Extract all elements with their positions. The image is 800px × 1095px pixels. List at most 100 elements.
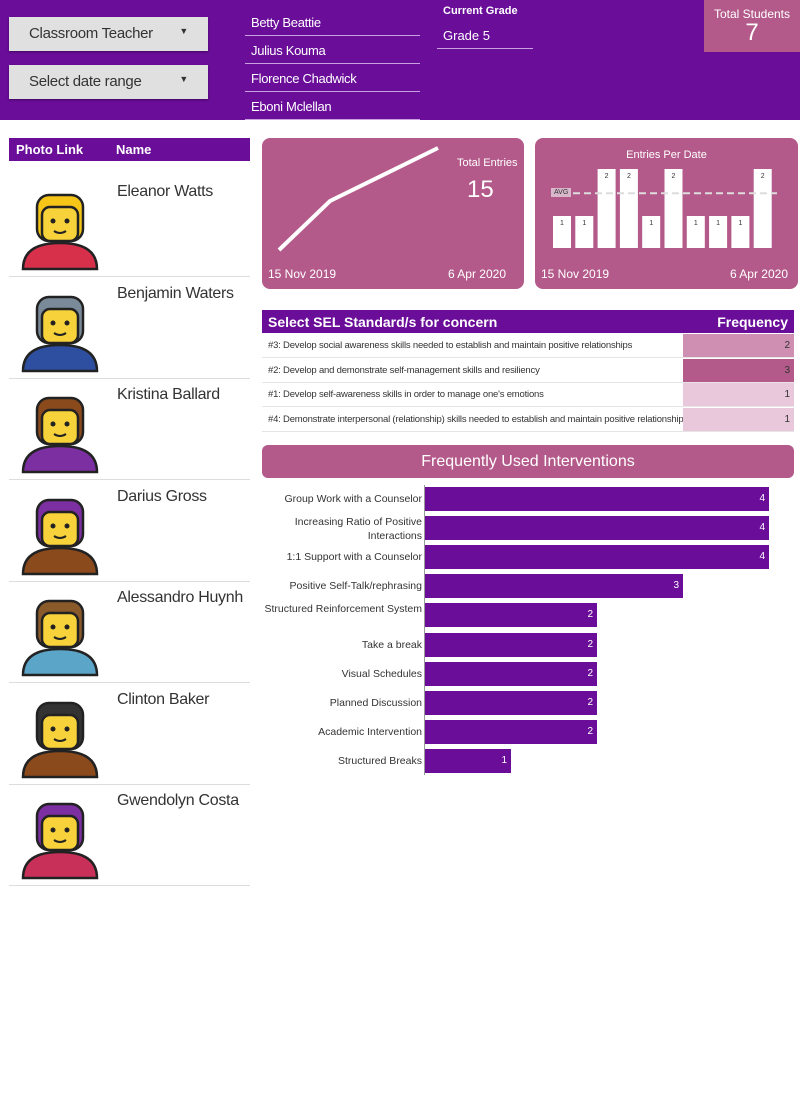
avg-label: AVG (551, 188, 572, 197)
sel-frequency: 2 (683, 334, 794, 357)
bar-label: 2 (605, 173, 609, 180)
start-date: 15 Nov 2019 (541, 267, 610, 281)
sel-row[interactable]: #4: Demonstrate interpersonal (relations… (262, 407, 794, 432)
intervention-bar: 4 (425, 487, 769, 511)
intervention-label: Structured Breaks (337, 754, 422, 767)
intervention-label: Group Work with a Counselor (284, 493, 422, 505)
intervention-label: Increasing Ratio of Positive Interaction… (294, 516, 422, 543)
intervention-label: Structured Reinforcement System (264, 603, 422, 616)
intervention-bar: 2 (425, 661, 597, 686)
student-avatar-icon (21, 701, 99, 778)
student-avatar-icon (21, 802, 99, 880)
bar-label: 1 (649, 220, 653, 227)
teacher-dropdown-label: Classroom Teacher (29, 25, 153, 42)
bar-label: 1 (560, 220, 564, 227)
sel-table-header: Select SEL Standard/s for concern Freque… (262, 310, 794, 333)
start-date: 15 Nov 2019 (268, 267, 337, 281)
intervention-label: Visual Schedules (341, 667, 422, 680)
sel-standard-text: #3: Develop social awareness skills need… (268, 340, 633, 351)
student-row[interactable]: Gwendolyn Costa (9, 784, 250, 886)
bar-label: 1 (716, 220, 720, 227)
student-row[interactable]: Alessandro Huynh (9, 581, 250, 683)
frequency-header: Frequency (717, 314, 788, 330)
sel-row[interactable]: #1: Develop self-awareness skills in ord… (262, 383, 794, 407)
intervention-bar: 2 (425, 603, 597, 628)
axis-line (424, 485, 425, 775)
student-row[interactable]: Darius Gross (9, 480, 250, 582)
grade-label: Current Grade (443, 5, 518, 17)
total-students-value: 7 (745, 19, 759, 46)
date-range-dropdown[interactable]: Select date range ▼ (9, 65, 208, 99)
sel-title: Select SEL Standard/s for concern (268, 314, 498, 330)
sel-frequency: 1 (683, 407, 794, 431)
entries-trend-line (277, 146, 439, 252)
teacher-item[interactable]: Florence Chadwick (245, 64, 420, 92)
student-name[interactable]: Gwendolyn Costa (117, 792, 239, 809)
sel-standard-text: #1: Develop self-awareness skills in ord… (268, 389, 544, 400)
total-entries-card: Total Entries 15 15 Nov 2019 6 Apr 2020 (262, 138, 524, 289)
intervention-bar: 2 (425, 719, 597, 744)
intervention-bar: 3 (425, 574, 683, 599)
student-name[interactable]: Alessandro Huynh (117, 589, 243, 606)
bar (642, 216, 661, 248)
student-name[interactable]: Kristina Ballard (117, 386, 220, 403)
student-list-header: Photo Link Name (9, 138, 250, 161)
bar (575, 216, 594, 248)
entries-per-date-card: Entries Per Date 1 1 2 2 1 2 1 1 1 2 AVG 15 Nov 2… (535, 138, 798, 289)
entries-per-date-chart: 1 1 2 2 1 2 1 1 1 2 (551, 169, 777, 248)
sel-standard-text: #2: Develop and demonstrate self-managem… (268, 364, 540, 376)
bar (753, 169, 772, 248)
bar (597, 169, 616, 248)
student-avatar-icon (21, 498, 99, 575)
sel-row[interactable]: #3: Develop social awareness skills need… (262, 334, 794, 358)
student-avatar-icon (21, 599, 99, 677)
intervention-label: Take a break (361, 638, 422, 651)
bar (731, 216, 750, 248)
student-name[interactable]: Benjamin Waters (117, 284, 234, 302)
teacher-item[interactable]: Betty Beattie (245, 8, 420, 36)
bar-label: 2 (761, 173, 765, 180)
bar-label: 1 (582, 220, 586, 227)
bar-label: 2 (672, 173, 676, 180)
name-column-header: Name (116, 142, 152, 157)
total-entries-label: Total Entries (457, 157, 518, 169)
interventions-header: Frequently Used Interventions (262, 445, 794, 478)
bar (553, 216, 571, 248)
student-avatar-icon (21, 396, 99, 474)
caret-down-icon: ▼ (179, 26, 188, 36)
sel-row[interactable]: #2: Develop and demonstrate self-managem… (262, 358, 794, 383)
teacher-item[interactable]: Eboni Mclellan (245, 92, 420, 120)
intervention-label: Academic Intervention (318, 725, 422, 738)
bar-label: 1 (694, 220, 698, 227)
student-name[interactable]: Clinton Baker (117, 690, 210, 708)
sel-standard-text: #4: Demonstrate interpersonal (relations… (268, 413, 689, 425)
intervention-bar: 2 (425, 632, 597, 657)
end-date: 6 Apr 2020 (447, 267, 506, 281)
student-name[interactable]: Eleanor Watts (117, 183, 213, 200)
bar (686, 216, 705, 248)
total-entries-value: 15 (467, 176, 494, 203)
intervention-bar: 2 (425, 690, 597, 715)
intervention-bar: 1 (425, 748, 511, 773)
grade-value[interactable]: Grade 5 (437, 22, 533, 49)
intervention-bar: 4 (425, 516, 769, 541)
date-range-label: Select date range (29, 73, 142, 90)
student-avatar-icon (21, 295, 99, 372)
sel-frequency: 3 (683, 358, 794, 382)
student-name[interactable]: Darius Gross (117, 487, 207, 505)
student-row[interactable]: Eleanor Watts (9, 175, 250, 277)
bar (709, 216, 728, 248)
total-students-label: Total Students (713, 7, 791, 21)
teacher-item[interactable]: Julius Kouma (245, 36, 420, 64)
student-row[interactable]: Clinton Baker (9, 683, 250, 785)
teacher-dropdown[interactable]: Classroom Teacher ▼ (9, 17, 208, 51)
chart-title: Entries Per Date (626, 149, 707, 161)
bar (619, 169, 638, 248)
end-date: 6 Apr 2020 (729, 267, 788, 281)
intervention-label: 1:1 Support with a Counselor (286, 551, 422, 564)
bar-label: 1 (738, 220, 742, 227)
student-row[interactable]: Benjamin Waters (9, 277, 250, 379)
bar (664, 169, 683, 248)
student-row[interactable]: Kristina Ballard (9, 378, 250, 480)
intervention-label: Planned Discussion (329, 696, 422, 709)
